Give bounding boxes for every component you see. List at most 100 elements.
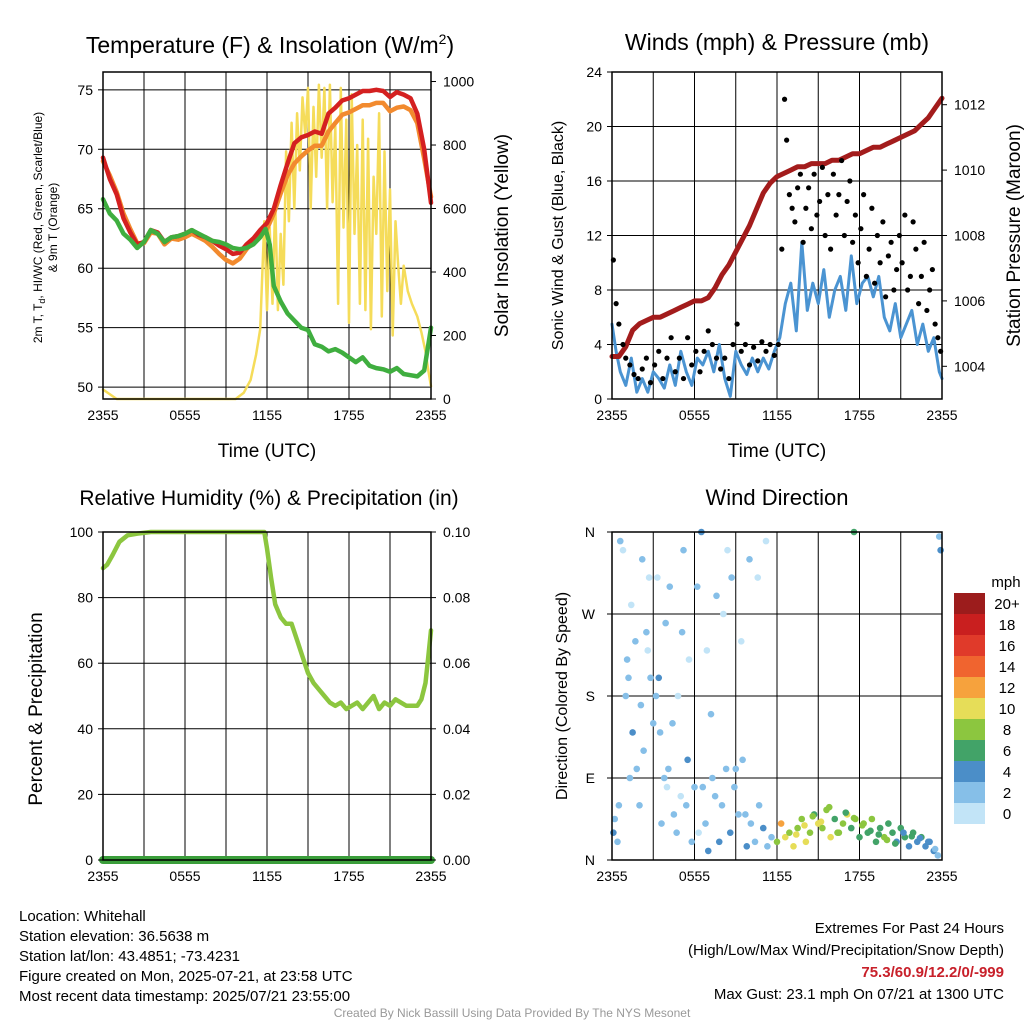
humidity-y-tick-label: 40	[77, 721, 93, 737]
humidity-title: Relative Humidity (%) & Precipitation (i…	[79, 487, 458, 510]
direction-point	[876, 824, 884, 832]
winds-y-tick-label: 8	[594, 282, 602, 298]
station-location: Location: Whitehall	[19, 908, 146, 925]
winds-x-tick-label: 2355	[926, 407, 957, 423]
direction-point	[891, 840, 899, 847]
direction-point	[739, 756, 746, 764]
humidity-border	[102, 531, 432, 861]
direction-point	[747, 820, 755, 827]
direction-point	[759, 824, 767, 832]
winds-y2-tick-label: 1008	[954, 228, 985, 244]
gust-point	[847, 178, 853, 184]
wind-direction-title: Wind Direction	[705, 485, 848, 510]
gust-point	[929, 266, 935, 273]
gust-point	[839, 157, 845, 164]
winds-y2-tick-label: 1010	[954, 162, 985, 178]
direction-point	[652, 692, 660, 700]
gust-point	[806, 185, 812, 191]
wind-direction-x-tick-label: 1155	[762, 868, 792, 884]
gust-point	[885, 253, 891, 259]
gust-point	[913, 246, 919, 252]
wind-direction-ylabel: Direction (Colored By Speed)	[554, 592, 571, 800]
gust-point	[767, 341, 773, 348]
gust-point	[819, 164, 825, 170]
station-info: Location: Whitehall Station elevation: 3…	[19, 907, 353, 1007]
winds-y-tick-label: 4	[594, 337, 602, 353]
winds-y2-tick-label: 1006	[954, 293, 985, 309]
direction-point	[616, 537, 624, 545]
temperature-y-tick-label: 60	[77, 260, 93, 276]
wind-direction-y-tick-label: W	[582, 606, 596, 622]
gust-point	[833, 212, 839, 218]
direction-point	[649, 720, 657, 727]
direction-point	[754, 574, 762, 581]
gust-point	[814, 212, 820, 218]
direction-point	[660, 774, 668, 782]
colorbar-swatch	[954, 593, 985, 614]
direction-point	[678, 628, 686, 636]
gust-point	[811, 171, 817, 177]
direction-point	[726, 829, 734, 836]
humidity-x-tick-label: 1755	[333, 868, 364, 884]
temperature-x-tick-label: 0555	[169, 407, 200, 423]
gust-point	[803, 205, 809, 211]
gust-point	[676, 355, 682, 361]
gust-point	[652, 362, 658, 368]
humidity-y2-tick-label: 0.06	[443, 655, 470, 671]
direction-point	[632, 638, 639, 645]
direction-point	[809, 812, 817, 820]
winds-x-tick-label: 1755	[844, 407, 875, 423]
gust-point	[874, 232, 880, 239]
direction-point	[625, 674, 632, 682]
direction-point	[764, 843, 771, 850]
direction-point	[773, 838, 781, 846]
direction-point	[842, 809, 850, 816]
direction-point	[735, 811, 742, 818]
direction-point	[819, 824, 826, 832]
temperature-border	[102, 71, 432, 400]
colorbar-label: 2	[1003, 785, 1011, 802]
colorbar-swatch	[954, 614, 985, 635]
meteogram-figure: 2355 0555 1155 1755 235550556065707502004006…	[26, 29, 1024, 884]
extremes-values: 75.3/60.9/12.2/0/-999	[861, 964, 1004, 981]
direction-point	[889, 829, 896, 836]
gust-point	[932, 321, 938, 327]
gust-point	[664, 355, 670, 361]
direction-point	[724, 546, 731, 554]
gust-point	[689, 362, 695, 368]
direction-point	[647, 674, 654, 682]
temperature-ylabel-right: Solar Insolation (Yellow)	[492, 134, 513, 337]
direction-point	[806, 829, 814, 836]
wind-direction-x-tick-label: 1755	[844, 868, 875, 884]
colorbar-title: mph	[991, 574, 1020, 591]
gust-point	[786, 192, 792, 198]
direction-point	[868, 815, 876, 823]
gust-point	[668, 335, 674, 341]
pressure-line	[609, 95, 945, 359]
direction-point	[858, 822, 866, 829]
temperature-ylabel-left-line2: & 9m T (Orange)	[46, 183, 60, 273]
gust-point	[775, 341, 781, 348]
gust-point	[738, 348, 744, 354]
direction-point	[623, 656, 631, 663]
direction-point	[900, 829, 907, 836]
colorbar-label: 0	[1003, 806, 1011, 823]
humidity-y2-tick-label: 0.00	[443, 852, 470, 868]
direction-point	[867, 827, 874, 835]
humidity-x-tick-label: 1155	[252, 868, 282, 884]
gust-point	[713, 355, 720, 361]
wind-direction-y-tick-label: N	[585, 524, 595, 540]
gust-point	[631, 371, 637, 378]
direction-point	[839, 820, 847, 827]
colorbar-swatch	[954, 761, 985, 782]
gust-point	[763, 348, 769, 354]
gust-point	[902, 212, 908, 218]
direction-point	[614, 838, 621, 846]
direction-point	[655, 674, 663, 682]
gust-point	[755, 358, 761, 364]
temperature-y2-tick-label: 400	[443, 264, 467, 280]
humidity-y-tick-label: 80	[77, 590, 93, 606]
winds-xlabel: Time (UTC)	[728, 441, 827, 462]
humidity-x-tick-label: 2355	[87, 868, 118, 884]
direction-point	[786, 829, 793, 836]
